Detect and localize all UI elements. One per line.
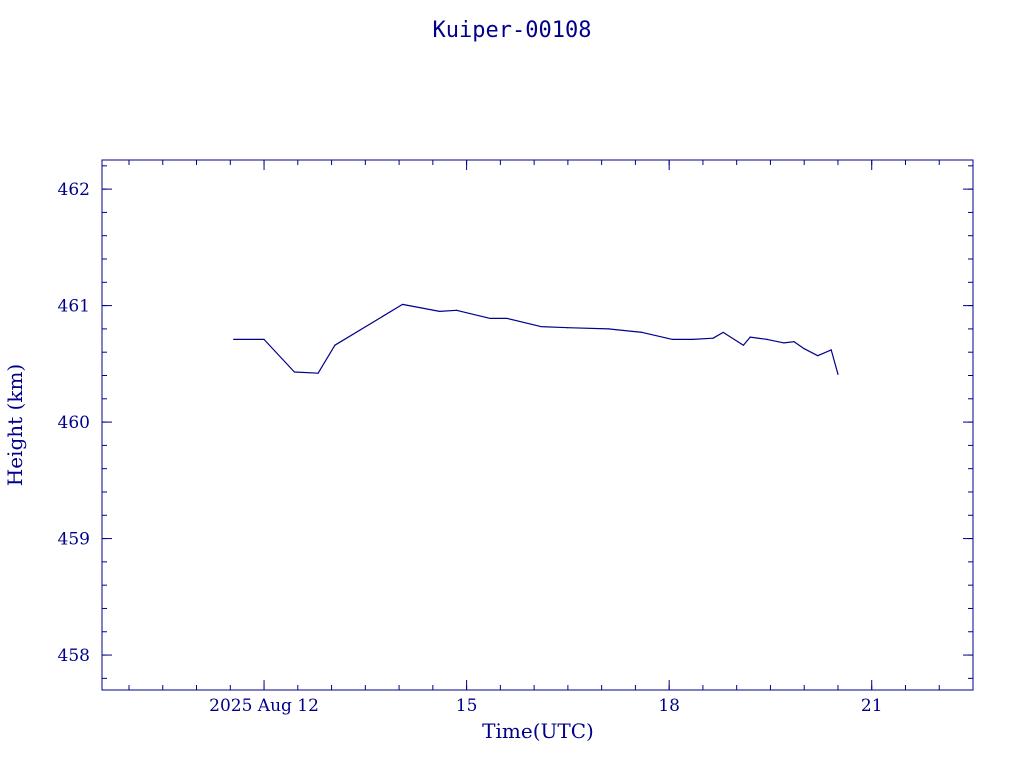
chart-title: Kuiper-00108: [433, 18, 592, 43]
data-point: [233, 338, 235, 340]
y-axis-label: Height (km): [3, 364, 27, 486]
x-tick-label: 2025 Aug 12: [209, 696, 319, 716]
data-point: [742, 344, 745, 346]
y-tick-label: 458: [58, 646, 90, 666]
tick-labels: 2025 Aug 12 15 18 21 458 459 460 461 462: [58, 180, 883, 716]
series-layer: [233, 303, 839, 375]
data-point: [837, 373, 839, 375]
data-point: [817, 355, 819, 357]
data-point: [783, 342, 785, 344]
data-point: [506, 317, 508, 320]
data-point: [489, 317, 491, 320]
minor-ticks: [102, 160, 974, 690]
data-point: [317, 372, 319, 374]
data-point: [641, 331, 643, 333]
x-axis-label: Time(UTC): [482, 719, 594, 743]
y-tick-label: 460: [58, 413, 90, 433]
data-point: [749, 336, 751, 338]
y-tick-label: 462: [58, 180, 90, 200]
data-point: [766, 338, 768, 340]
data-point: [793, 341, 795, 343]
data-point: [263, 338, 265, 340]
x-tick-label: 15: [456, 696, 478, 716]
data-point: [803, 348, 805, 350]
data-point: [438, 310, 441, 313]
data-point: [607, 328, 609, 330]
x-tick-label: 18: [658, 696, 680, 716]
data-point: [293, 371, 296, 373]
plot-frame: [101, 159, 974, 691]
data-point: [671, 338, 674, 340]
y-tick-label: 461: [58, 297, 90, 317]
data-point: [712, 337, 714, 339]
data-point: [567, 327, 569, 329]
data-point: [455, 309, 458, 311]
data-point: [401, 303, 404, 306]
series-line: [233, 303, 839, 375]
major-ticks: [102, 160, 973, 690]
x-tick-label: 21: [861, 696, 883, 716]
data-point: [334, 344, 336, 346]
data-point: [722, 331, 724, 333]
data-point: [692, 338, 694, 340]
data-point: [830, 349, 832, 351]
y-tick-label: 459: [58, 530, 90, 550]
data-point: [540, 325, 542, 328]
